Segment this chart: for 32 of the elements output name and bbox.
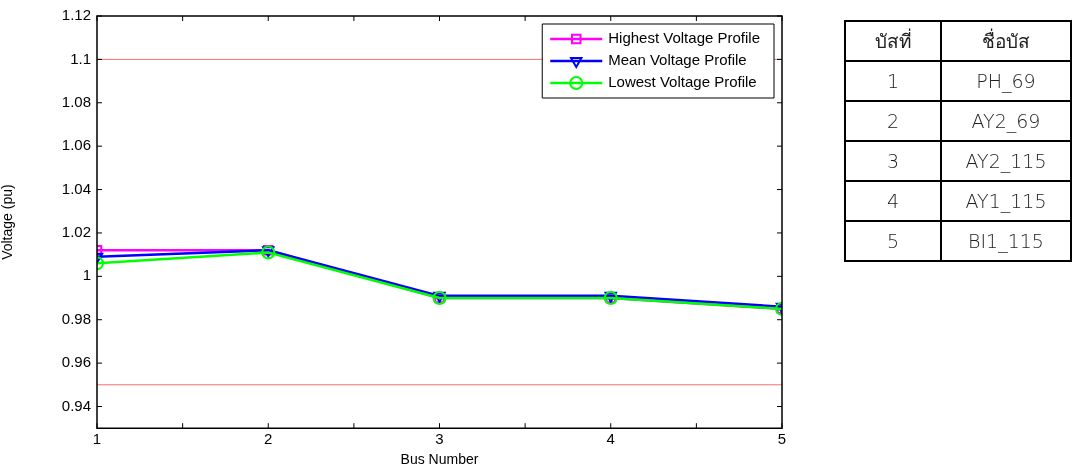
y-tick-label: 1.06	[61, 136, 91, 154]
x-tick-label: 4	[606, 430, 615, 448]
x-tick-label: 2	[264, 430, 273, 448]
y-tick-label: 1.1	[70, 49, 91, 67]
text: 3	[845, 141, 941, 181]
legend-label: Mean Voltage Profile	[608, 51, 747, 69]
y-tick-label: 0.98	[61, 309, 91, 327]
text: BI1_115	[941, 221, 1071, 261]
y-tick-label: 1.08	[61, 92, 91, 110]
y-tick-label: 1.12	[61, 6, 91, 24]
text: AY2_115	[941, 141, 1071, 181]
x-tick-label: 1	[92, 430, 102, 448]
y-tick-label: 0.96	[61, 353, 91, 371]
y-tick-label: 1.04	[61, 179, 91, 197]
text: PH_69	[941, 61, 1071, 101]
legend-label: Highest Voltage Profile	[608, 29, 761, 47]
y-axis-title: Voltage (pu)	[0, 184, 16, 260]
y-tick-label: 1	[82, 266, 91, 284]
text: ชื่อบัส	[941, 21, 1071, 61]
x-tick-label: 3	[435, 430, 444, 448]
text: 1	[845, 61, 941, 101]
y-tick-label: 1.02	[61, 223, 91, 241]
x-tick-label: 5	[777, 430, 787, 448]
x-axis-title: Bus Number	[400, 451, 479, 468]
text: AY2_69	[941, 101, 1071, 141]
text: 4	[845, 181, 941, 221]
text: 2	[845, 101, 941, 141]
legend-label: Lowest Voltage Profile	[608, 73, 757, 91]
y-tick-label: 0.94	[61, 396, 91, 414]
text: AY1_115	[941, 181, 1071, 221]
text: 5	[845, 221, 941, 261]
text: บัสที่	[845, 21, 941, 61]
